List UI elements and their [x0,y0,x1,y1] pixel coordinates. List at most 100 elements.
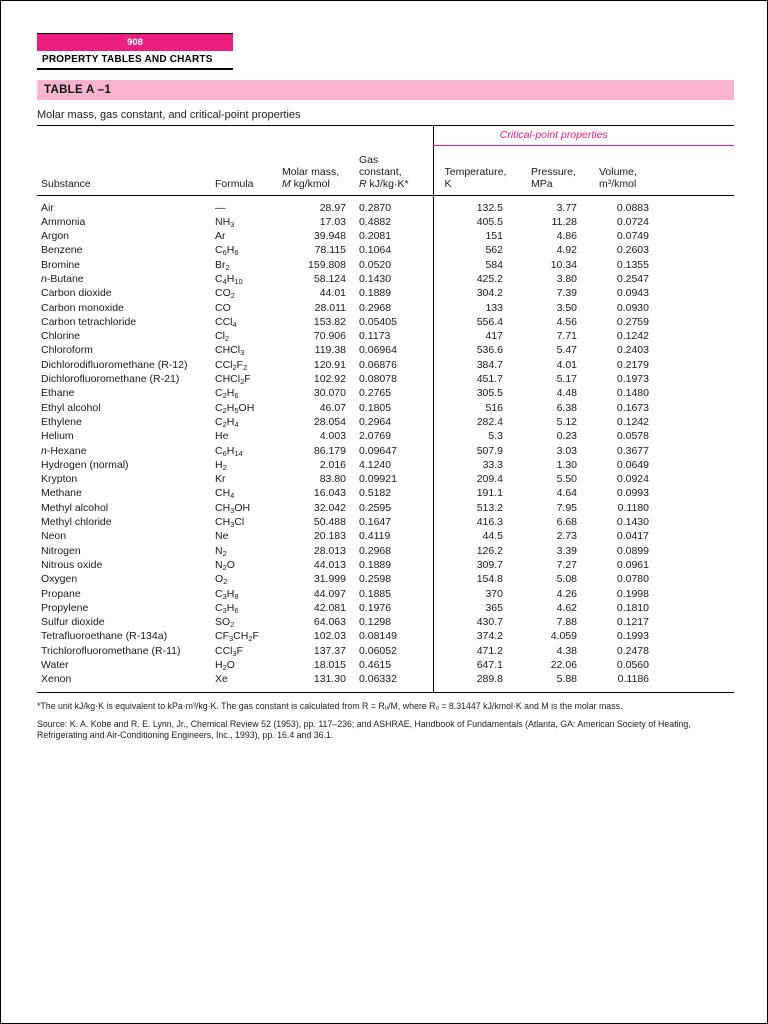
cell-molar-mass: 17.03 [319,215,346,228]
cell-substance: Ammonia [41,215,86,228]
cell-critical-volume: 0.0993 [616,487,649,500]
cell-critical-temperature: 536.6 [432,343,507,358]
cell-formula: N2 [215,544,227,558]
table-row: Bromine Br2 159.808 0.0520 584 10.34 0.1355 [37,257,734,272]
cell-critical-volume: 0.1973 [616,373,649,386]
cell-critical-volume: 0.0930 [616,301,649,314]
cell-molar-mass: 18.015 [313,659,346,671]
cell-critical-volume: 0.1673 [616,401,649,414]
cell-critical-pressure: 3.50 [556,301,577,314]
table-row: Ethyl alcohol C2H5OH 46.07 0.1805 516 6.38 0.1… [37,400,734,415]
cell-critical-pressure: 2.73 [556,530,577,543]
table-row: Xenon Xe 131.30 0.06332 289.8 5.88 0.1186 [37,672,734,693]
column-header-row: Substance Formula Molar mass, M kg/kmol … [37,145,734,196]
cell-substance: Trichlorofluoromethane (R-11) [41,644,181,657]
cell-critical-temperature: 556.4 [432,314,507,330]
cell-critical-pressure: 22.06 [550,659,577,671]
cell-critical-temperature: 416.3 [432,515,507,530]
cell-critical-temperature: 365 [432,600,507,616]
cell-substance: Argon [41,230,70,243]
header-critical-volume: Volume, m³/kmol [583,145,734,196]
cell-molar-mass: 46.07 [319,401,346,414]
cell-gas-constant: 0.06332 [359,673,397,686]
table-title-bar: TABLE A –1 [37,80,734,100]
cell-critical-temperature: 309.7 [432,557,507,573]
table-row: Dichlorodifluoromethane (R-12) CCl2F2 120.… [37,357,734,373]
table-row: Trichlorofluoromethane (R-11) CCl3F 137.37… [37,643,734,658]
cell-substance: Oxygen [41,573,78,586]
cell-formula: Ne [215,530,229,543]
cell-substance: Helium [41,430,74,443]
cell-molar-mass: 86.179 [313,444,346,457]
cell-substance: Xenon [41,673,72,686]
header-critical-temperature: Temperature, K [432,145,507,196]
cell-formula: CH3Cl [215,516,245,530]
table-row: Argon Ar 39.948 0.2081 151 4.86 0.0749 [37,229,734,244]
cell-formula: — [215,201,226,214]
cell-substance: Methane [41,487,82,500]
cell-gas-constant: 0.2870 [359,201,392,214]
cell-molar-mass: 2.016 [319,458,346,471]
cell-critical-pressure: 7.95 [556,501,577,514]
cell-critical-temperature: 513.2 [432,500,507,516]
cell-critical-temperature: 471.2 [432,643,507,658]
table-row: Sulfur dioxide SO2 64.063 0.1298 430.7 7.88 0.… [37,615,734,630]
cell-critical-pressure: 4.62 [556,601,577,614]
cell-formula: Br2 [215,258,230,272]
cell-gas-constant: 0.0520 [359,258,392,271]
cell-critical-volume: 0.1180 [617,501,649,514]
cell-gas-constant: 0.1889 [359,558,392,571]
cell-critical-pressure: 3.39 [556,544,577,557]
section-title: PROPERTY TABLES AND CHARTS [37,51,233,70]
cell-substance: Hydrogen (normal) [41,458,129,471]
cell-molar-mass: 50.488 [313,516,346,529]
cell-substance: Benzene [41,244,83,257]
cell-formula: CO2 [215,287,235,301]
cell-formula: N2O [215,558,235,572]
cell-gas-constant: 0.06052 [359,644,397,657]
table-row: Hydrogen (normal) H2 2.016 4.1240 33.3 1.30 0.… [37,457,734,473]
cell-molar-mass: 16.043 [313,487,346,500]
cell-substance: Methyl alcohol [41,501,109,514]
cell-critical-volume: 0.2547 [616,272,649,285]
table-row: Carbon monoxide CO 28.011 0.2968 133 3.50 0.09… [37,300,734,315]
cell-molar-mass: 28.97 [319,201,346,214]
cell-formula: C2H4 [215,415,239,429]
cell-critical-temperature: 154.8 [432,572,507,587]
cell-critical-volume: 0.1186 [617,673,649,686]
property-table: Critical-point properties Substance Form… [37,125,734,693]
footnote-asterisk: *The unit kJ/kg·K is equivalent to kPa·m… [37,700,623,711]
cell-critical-temperature: 405.5 [432,214,507,230]
cell-gas-constant: 0.1298 [359,616,392,629]
cell-critical-pressure: 4.48 [556,387,577,400]
cell-gas-constant: 0.2964 [359,415,392,428]
cell-substance: Chloroform [41,344,93,357]
table-row: Benzene C6H6 78.115 0.1064 562 4.92 0.2603 [37,243,734,258]
cell-critical-volume: 0.0780 [616,573,649,586]
cell-molar-mass: 119.38 [314,344,346,357]
table-id: TABLE A –1 [44,84,112,96]
cell-substance: Carbon dioxide [41,287,112,300]
cell-gas-constant: 0.1064 [359,244,392,257]
table-row: Propylene C3H6 42.081 0.1976 365 4.62 0.1810 [37,600,734,616]
cell-critical-pressure: 6.68 [556,516,577,529]
cell-critical-pressure: 7.39 [556,287,577,300]
table-row: Krypton Kr 83.80 0.09921 209.4 5.50 0.0924 [37,472,734,487]
cell-substance: n-Hexane [41,444,87,457]
cell-formula: CCl4 [215,315,237,329]
table-row: Dichlorofluoromethane (R-21) CHCl2F 102.92… [37,372,734,387]
critical-point-group-label: Critical-point properties [499,129,608,141]
cell-critical-volume: 0.1810 [616,601,649,614]
cell-formula: CH4 [215,487,235,501]
cell-gas-constant: 0.1647 [359,516,392,529]
cell-critical-pressure: 5.47 [556,344,577,357]
cell-gas-constant: 0.1430 [359,272,392,285]
table-row: Methyl alcohol CH3OH 32.042 0.2595 513.2 7.95… [37,500,734,516]
cell-critical-temperature: 151 [432,229,507,244]
cell-critical-pressure: 5.17 [556,373,577,386]
cell-gas-constant: 0.05405 [359,315,397,328]
cell-substance: Ethyl alcohol [41,401,101,414]
cell-formula: C4H10 [215,272,243,286]
cell-substance: Propylene [41,601,89,614]
cell-gas-constant: 0.4119 [359,530,391,543]
